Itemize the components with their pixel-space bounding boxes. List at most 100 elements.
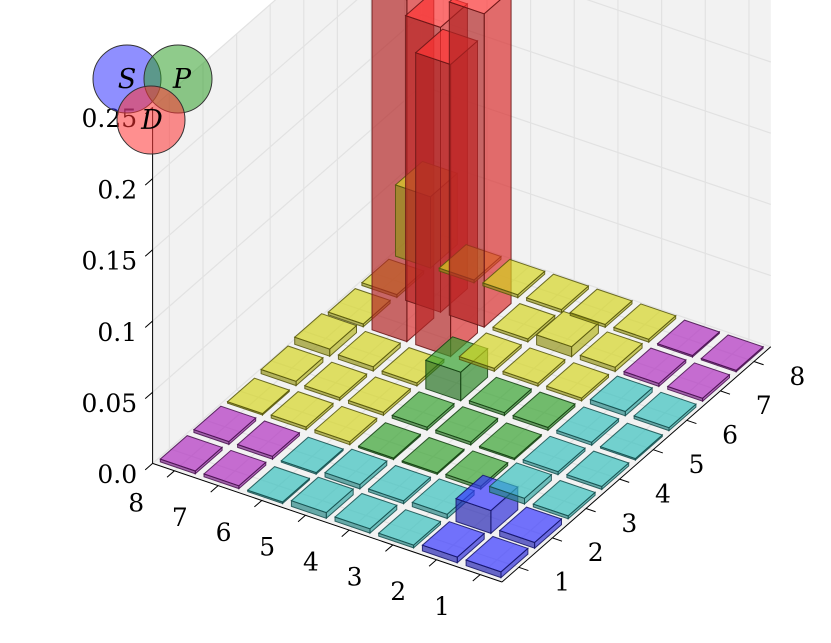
y-tick-mark <box>254 500 263 508</box>
bar-x7-y3 <box>579 331 644 373</box>
z-tick-mark <box>144 249 153 257</box>
z-tick-label: 0.0 <box>97 460 137 489</box>
bar-face-top <box>391 391 455 428</box>
bar-x3-y5 <box>357 422 422 461</box>
venn-label-s: S <box>118 64 137 95</box>
y-tick-label: 5 <box>259 533 275 562</box>
y-tick-label: 8 <box>128 488 144 517</box>
bar-face-top <box>367 464 432 502</box>
bar-x7-y5 <box>492 303 556 344</box>
bar-face-top <box>623 347 687 385</box>
bar-face-top <box>377 509 442 546</box>
z-tick-mark <box>144 320 153 328</box>
bar-x2-y1 <box>498 506 563 550</box>
bar-x3-y7 <box>270 391 334 431</box>
bar-face-top <box>599 422 664 460</box>
bar-face-top <box>458 332 523 369</box>
bar-x8-y3 <box>612 303 677 344</box>
bar-face-top <box>226 377 291 415</box>
y-tick-label: 6 <box>216 518 232 547</box>
bar-x3-y2 <box>488 462 553 506</box>
bar-x4-y4 <box>434 406 499 447</box>
bar-face-top <box>260 345 324 382</box>
bar-face-top <box>700 334 765 371</box>
x-tick-mark <box>753 361 764 366</box>
bar-face-top <box>421 521 486 558</box>
bar-face-top <box>357 422 422 459</box>
bar-face-top <box>478 422 543 459</box>
bar-face-left <box>448 1 485 328</box>
y-tick-mark <box>166 470 175 478</box>
bar-x2-y7 <box>236 420 301 461</box>
bar-face-top <box>612 303 677 340</box>
bar-face-top <box>522 435 586 473</box>
bar-x1-y7 <box>203 449 267 490</box>
bar-x4-y8 <box>260 345 324 387</box>
bar-face-top <box>555 406 620 443</box>
bar-x6-y4 <box>502 347 566 388</box>
bar-x4-y1 <box>565 450 630 491</box>
x-tick-label: 7 <box>756 391 772 420</box>
axis-lines <box>144 107 772 583</box>
bar-x1-y2 <box>421 521 486 564</box>
z-tick-mark <box>144 391 153 400</box>
bar-face-top <box>512 391 576 429</box>
z-tick-label: 0.15 <box>81 247 137 276</box>
venn-label-p: P <box>172 64 192 95</box>
bar-face-top <box>492 303 556 340</box>
bar-x3-y6 <box>313 405 378 446</box>
bar-x7-y6 <box>448 0 512 329</box>
x-tick-label: 4 <box>655 479 671 508</box>
bar-x1-y1 <box>465 535 529 579</box>
bar-face-top <box>589 375 654 413</box>
bar-x5-y7 <box>337 330 402 373</box>
bar-x6-y3 <box>545 362 610 403</box>
bar-x6-y2 <box>589 375 654 417</box>
z-tick-label: 0.2 <box>97 175 137 204</box>
bar-x7-y1 <box>666 362 731 403</box>
x-axis-line <box>501 346 772 583</box>
bar-face-left <box>415 52 452 358</box>
venn-label-d: D <box>140 105 163 136</box>
bar-x1-y5 <box>290 476 355 520</box>
y-tick-mark <box>341 529 350 537</box>
bar-face-top <box>488 462 553 499</box>
y-axis-line <box>152 462 503 583</box>
bar-x3-y1 <box>532 479 597 520</box>
bar-face-top <box>290 476 355 514</box>
bar-x3-y4 <box>401 436 465 476</box>
bars-group <box>159 0 765 579</box>
bar-face-top <box>656 319 721 357</box>
bar-x1-y6 <box>246 466 311 505</box>
bar-x2-y4 <box>367 464 432 505</box>
bar-x4-y5 <box>391 391 455 432</box>
bar-face-top <box>270 391 334 428</box>
bar-x8-y6 <box>481 258 546 299</box>
bar-face-top <box>434 406 499 443</box>
y-tick-label: 2 <box>390 577 406 606</box>
bar-x5-y4 <box>468 376 533 417</box>
y-tick-label: 1 <box>434 592 450 621</box>
bar-x1-y3 <box>377 509 442 550</box>
y-tick-mark <box>472 574 481 582</box>
x-tick-label: 5 <box>689 450 705 479</box>
bar-face-top <box>334 492 398 530</box>
z-tick-mark <box>144 178 153 186</box>
bar-x4-y6 <box>347 376 412 417</box>
bar-x6-y5 <box>458 332 523 373</box>
bar-x5-y3 <box>512 391 576 432</box>
x-tick-mark <box>552 537 563 542</box>
bar-x2-y8 <box>192 405 257 446</box>
venn-legend: S PD <box>92 44 213 155</box>
x-tick-label: 8 <box>789 362 805 391</box>
bar-x1-y4 <box>334 492 398 535</box>
y-tick-mark <box>297 514 306 523</box>
z-tick-label: 0.05 <box>81 389 137 418</box>
bar-face-top <box>192 405 257 443</box>
x-tick-label: 2 <box>588 538 604 567</box>
bar-face-top <box>203 449 267 487</box>
x-tick-label: 1 <box>554 568 570 597</box>
bar-face-top <box>159 435 224 472</box>
bar-x4-y3 <box>478 422 543 461</box>
